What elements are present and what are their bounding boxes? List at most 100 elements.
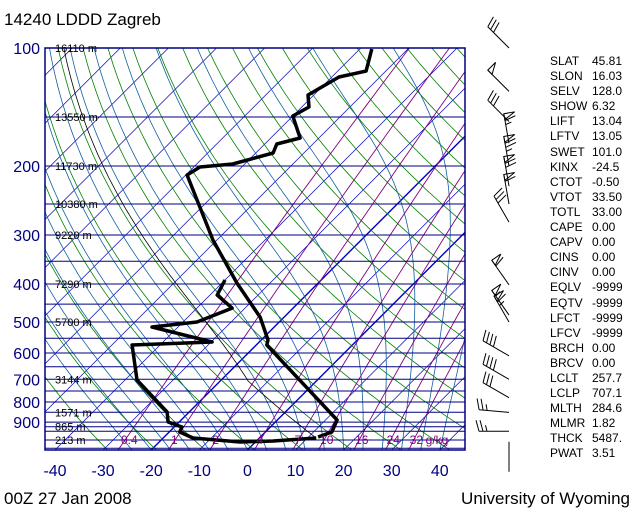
barb-staff [493, 195, 510, 223]
barb-flag [495, 256, 504, 267]
barb-staff [482, 340, 510, 357]
barb-flag [504, 115, 516, 122]
mixing-ratio-line [209, 70, 465, 450]
height-label: 9220 m [55, 230, 92, 242]
wind-barb [487, 90, 510, 122]
stat-key: VTOT [550, 189, 582, 204]
stat-value: -9999 [592, 295, 623, 310]
stat-key: BRCH [550, 340, 585, 355]
dry-adiabat [182, 48, 465, 369]
stat-row: MLMR 1.82 [550, 416, 623, 431]
stat-value: 3.51 [592, 446, 616, 461]
stat-value: -9999 [592, 325, 623, 340]
barb-pennant [491, 253, 502, 267]
stat-key: SLON [550, 69, 583, 84]
temperature-tick-label: 10 [287, 463, 305, 480]
stat-value: 33.00 [592, 204, 623, 219]
pressure-tick-label: 700 [13, 372, 40, 389]
stability-indices-table: SLAT 45.81 SLON 16.03 SELV 128.0 SHOW 6.32 LIFT 1… [550, 54, 623, 462]
barb-flag [485, 373, 490, 385]
stat-key: SWET [550, 144, 585, 159]
wind-barb [503, 154, 517, 187]
barb-flag [495, 191, 505, 200]
stat-row: LFCV -9999 [550, 326, 623, 341]
barb-flag [482, 329, 487, 341]
isotherm [45, 48, 121, 124]
barb-flag [505, 141, 517, 148]
stat-value: 5487. [592, 431, 623, 446]
moist-adiabat [155, 48, 345, 450]
barb-pennant [503, 154, 515, 164]
isotherm [150, 135, 465, 450]
moist-adiabat [93, 48, 306, 450]
stat-value: 257.7 [592, 370, 623, 385]
stat-value: -24.5 [592, 159, 620, 174]
wind-barb [482, 353, 510, 380]
stat-row: PWAT 3.51 [550, 446, 623, 461]
wind-barb [503, 134, 517, 167]
temperature-tick-label: 20 [335, 463, 353, 480]
stat-row: BRCV 0.00 [550, 356, 623, 371]
stat-key: BRCV [550, 355, 584, 370]
stat-key: THCK [550, 431, 583, 446]
barb-flag [497, 194, 507, 204]
stat-row: TOTL 33.00 [550, 205, 623, 220]
stat-key: LCLP [550, 386, 581, 401]
stat-value: 13.05 [592, 129, 623, 144]
stat-row: SLAT 45.81 [550, 54, 623, 69]
parcel-path [63, 48, 317, 439]
isotherm [391, 376, 465, 450]
stat-key: CINS [550, 250, 579, 265]
barb-pennant [493, 290, 504, 303]
stat-row: CAPE 0.00 [550, 220, 623, 235]
stat-value: 0.00 [592, 220, 616, 235]
barb-flag [476, 398, 480, 410]
stat-value: 13.04 [592, 114, 623, 129]
pressure-tick-label: 800 [13, 395, 40, 412]
height-label: 11730 m [55, 161, 97, 173]
height-label: 213 m [55, 435, 86, 447]
mixing-ratio-unit: g/kg [426, 433, 449, 447]
dry-adiabat [232, 48, 465, 310]
temperature-tick-label: -40 [43, 463, 66, 480]
stat-row: CAPV 0.00 [550, 235, 623, 250]
wind-barbs [475, 16, 517, 472]
barb-pennant [487, 62, 497, 76]
dry-adiabat [157, 48, 465, 399]
barb-half-flag [505, 121, 512, 126]
stat-value: 1.82 [592, 416, 616, 431]
barb-flag [482, 353, 487, 365]
isotherm [343, 328, 465, 450]
stat-key: TOTL [550, 204, 581, 219]
barb-half-flag [485, 404, 488, 411]
wind-barb [482, 371, 510, 399]
dewpoint-line [130, 279, 317, 444]
barb-flag [504, 138, 516, 144]
stat-value: 33.50 [592, 189, 623, 204]
barb-flag [493, 187, 503, 197]
barb-flag [504, 158, 516, 164]
height-label: 7290 m [55, 279, 92, 291]
stat-value: 101.0 [592, 144, 623, 159]
height-label: 3144 m [55, 374, 92, 386]
wind-barb [493, 290, 510, 323]
barb-flag [490, 19, 497, 30]
mixing-ratio-line [253, 122, 465, 450]
barb-flag [487, 16, 494, 28]
moist-adiabat [392, 48, 451, 450]
stat-key: LFCT [550, 310, 580, 325]
dry-adiabat [45, 316, 157, 450]
temperature-tick-label: -20 [140, 463, 163, 480]
barb-flag [492, 359, 497, 371]
wind-barb [503, 111, 516, 144]
barb-staff [479, 409, 510, 413]
height-label: 1571 m [55, 407, 92, 419]
stat-value: 0.00 [592, 265, 616, 280]
barb-pennant [503, 111, 515, 121]
mixing-ratio-label: 7 [295, 433, 302, 447]
temperature-tick-label: -30 [92, 463, 115, 480]
pressure-tick-label: 400 [13, 277, 40, 294]
height-label: 865 m [55, 422, 86, 434]
stat-key: LFTV [550, 129, 580, 144]
